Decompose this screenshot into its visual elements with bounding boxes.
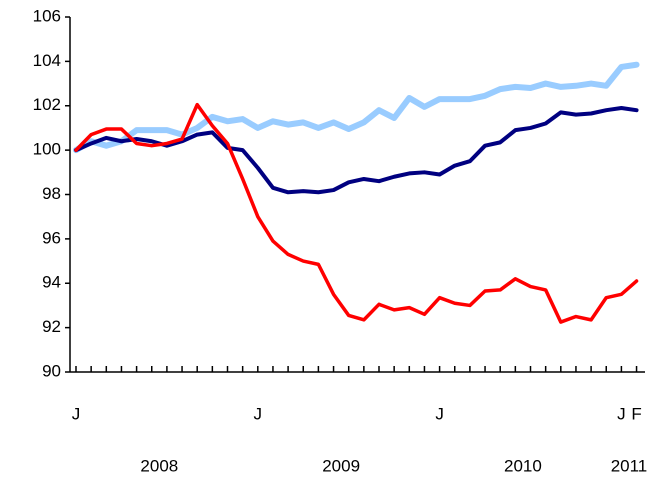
y-tick-label: 106 (33, 6, 61, 25)
y-tick-label: 96 (42, 228, 61, 247)
year-label: 2008 (140, 456, 178, 475)
x-tick-label: J (72, 404, 81, 423)
x-tick-label: J (254, 404, 263, 423)
series-line (74, 105, 639, 195)
y-tick-label: 92 (42, 317, 61, 336)
y-tick-label: 94 (42, 273, 61, 292)
y-tick-label: 102 (33, 95, 61, 114)
series-line (74, 102, 639, 324)
year-label: 2010 (504, 456, 542, 475)
year-label: 2009 (322, 456, 360, 475)
series-line (73, 61, 640, 154)
x-tick-label: F (631, 404, 641, 423)
y-tick-label: 90 (42, 361, 61, 380)
y-tick-label: 98 (42, 184, 61, 203)
x-tick-label: J (617, 404, 626, 423)
x-tick-label: J (435, 404, 444, 423)
y-tick-label: 100 (33, 140, 61, 159)
y-tick-label: 104 (33, 51, 61, 70)
year-label: 2011 (611, 456, 648, 475)
